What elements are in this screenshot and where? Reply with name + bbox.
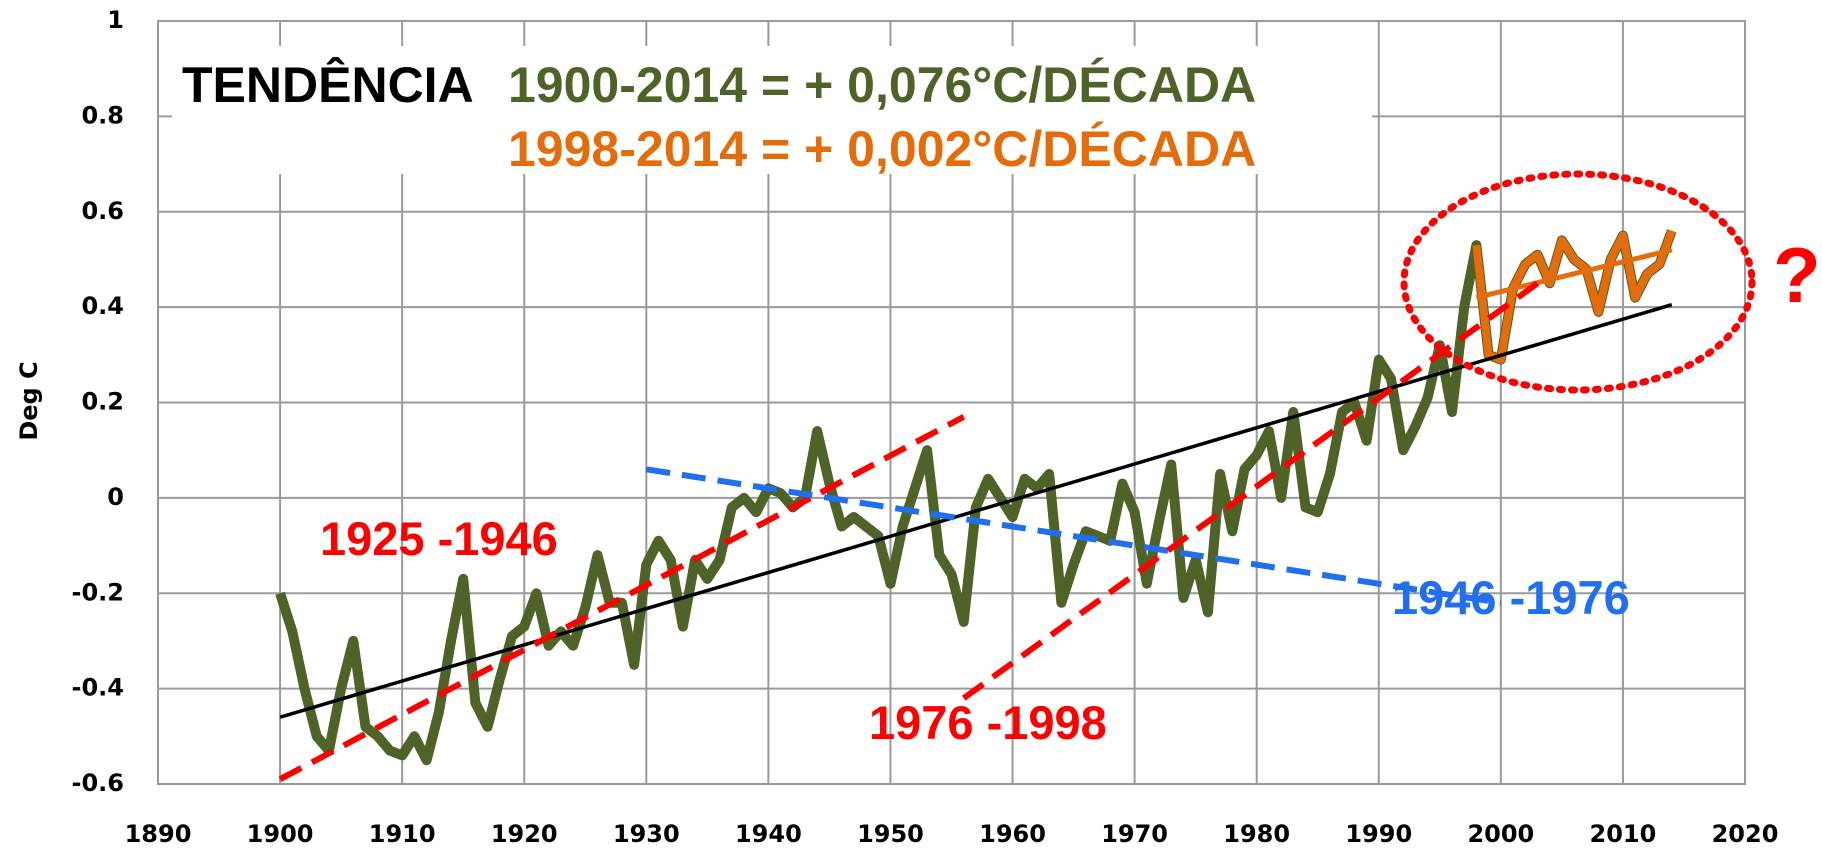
- x-tick-label: 1970: [1101, 820, 1168, 848]
- labels: -0.6 -0.4 -0.2 0 0.2 0.4 0.6 0.8 1 1890 1900 1910 19…: [72, 6, 1821, 848]
- y-tick-label: 0: [107, 483, 124, 511]
- data-line: [1472, 229, 1676, 364]
- y-tick-label: -0.2: [72, 578, 124, 606]
- x-tick-label: 1990: [1345, 820, 1412, 848]
- annotation: 1976 -1998: [869, 696, 1107, 749]
- x-tick-label: 1930: [613, 820, 680, 848]
- y-tick-label: 1: [107, 6, 124, 34]
- y-tick-label: 0.2: [81, 388, 124, 416]
- x-tick-label: 2000: [1467, 820, 1534, 848]
- y-tick-label: -0.4: [72, 674, 124, 702]
- x-tick-label: 1980: [1223, 820, 1290, 848]
- x-tick-label: 2010: [1590, 820, 1657, 848]
- annotation: ?: [1773, 231, 1821, 319]
- x-tick-label: 1890: [125, 820, 192, 848]
- annotation: 1900-2014 = + 0,076°C/DÉCADA: [508, 57, 1256, 113]
- highlight-ellipse: [1400, 170, 1756, 394]
- plot-frame: [157, 20, 1746, 785]
- x-tick-label: 1920: [491, 820, 558, 848]
- trend-line-dashed: [278, 414, 966, 782]
- x-tick-label: 1950: [857, 820, 924, 848]
- x-tick-label: 1900: [247, 820, 314, 848]
- annotation: 1925 -1946: [320, 512, 558, 565]
- data-line: [1475, 247, 1673, 301]
- y-tick-label: 0.6: [81, 197, 124, 225]
- title-box: [172, 46, 1372, 174]
- y-axis-label: Deg C: [15, 361, 43, 440]
- x-tick-label: 1940: [735, 820, 802, 848]
- annotation: 1946 -1976: [1392, 571, 1630, 624]
- annotation: TENDÊNCIA: [182, 57, 474, 113]
- annotation: 1998-2014 = + 0,002°C/DÉCADA: [508, 121, 1256, 177]
- data-line: [275, 229, 1677, 766]
- y-tick-label: 0.8: [81, 101, 124, 129]
- trend-line-dashed: [961, 280, 1540, 701]
- x-tick-label: 1960: [979, 820, 1046, 848]
- x-tick-label: 2020: [1712, 820, 1779, 848]
- y-tick-label: -0.6: [72, 769, 124, 797]
- x-tick-label: 1910: [369, 820, 436, 848]
- trend-line-dashed: [645, 466, 1502, 606]
- data-line: [279, 303, 1673, 719]
- y-tick-label: 0.4: [81, 292, 124, 320]
